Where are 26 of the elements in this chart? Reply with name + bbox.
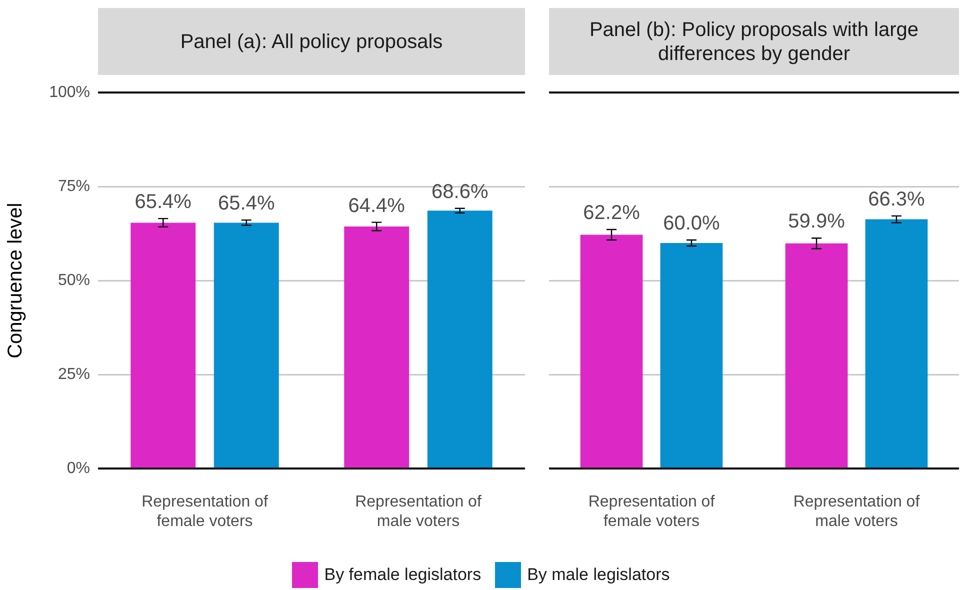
bar <box>427 210 492 468</box>
data-label: 65.4% <box>218 192 275 215</box>
data-label: 65.4% <box>134 191 192 214</box>
bar <box>130 222 196 468</box>
data-label: 60.0% <box>663 212 720 235</box>
data-label: 66.3% <box>868 188 926 210</box>
y-tick-label: 0% <box>66 460 90 478</box>
legend-label: By male legislators <box>527 565 670 585</box>
y-axis-title: Congruence level <box>4 202 27 358</box>
x-tick-label: Representation of male voters <box>793 494 920 530</box>
x-tick-label: Representation of female voters <box>588 494 716 530</box>
y-tick-label: 75% <box>58 178 90 196</box>
x-tick-label: Representation of male voters <box>355 494 482 530</box>
chart-title: Panel (b): Policy proposals with large differences by gender <box>549 8 959 75</box>
bar <box>344 226 410 468</box>
bar <box>214 222 279 468</box>
y-tick-label: 50% <box>58 272 90 290</box>
data-label: 68.6% <box>432 180 488 203</box>
chart-title: Panel (a): All policy proposals <box>98 8 525 75</box>
data-label: 64.4% <box>348 194 406 217</box>
data-label: 62.2% <box>583 202 640 224</box>
data-label: 59.9% <box>788 210 846 233</box>
y-tick-label: 100% <box>49 84 90 102</box>
y-tick-label: 25% <box>58 366 90 384</box>
x-tick-label: Representation of female voters <box>142 494 268 530</box>
legend-label: By female legislators <box>324 565 482 585</box>
